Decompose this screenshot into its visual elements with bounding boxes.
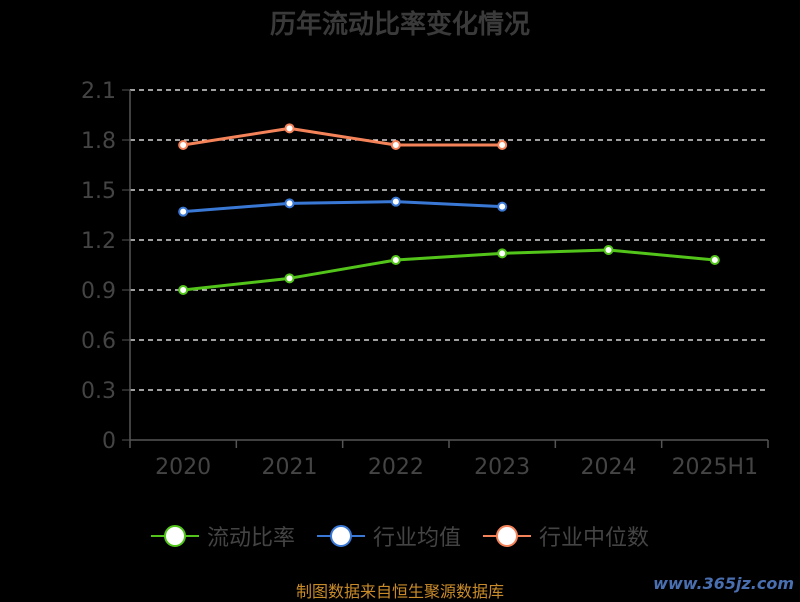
legend-label: 行业中位数 (539, 526, 650, 551)
x-tick-label: 2020 (155, 455, 211, 480)
data-point[interactable] (178, 140, 189, 150)
data-point[interactable] (390, 255, 401, 265)
data-point[interactable] (709, 255, 720, 265)
legend-swatch (483, 524, 531, 548)
series-line (182, 126, 503, 147)
legend-swatch (150, 524, 199, 548)
x-tick-label: 2024 (581, 455, 637, 480)
data-point[interactable] (284, 123, 295, 134)
axes: 0 0.3 0.6 0.9 1.2 1.5 1.8 2.1 2020 2021 2022 2023 20… (81, 79, 769, 480)
x-tick-label: 2022 (368, 455, 424, 480)
legend-item-industry-median[interactable]: 行业中位数 (483, 520, 649, 552)
y-tick-label: 2.1 (81, 79, 116, 104)
data-point[interactable] (284, 198, 295, 209)
x-tick-label: 2021 (262, 455, 318, 480)
data-point[interactable] (497, 248, 508, 259)
data-point[interactable] (603, 245, 614, 255)
legend-item-current-ratio[interactable]: 流动比率 (150, 520, 295, 552)
y-tick-label: 1.5 (81, 179, 116, 204)
data-point[interactable] (497, 140, 508, 150)
data-point[interactable] (390, 140, 401, 150)
legend-swatch (316, 524, 365, 548)
series-line (183, 248, 715, 292)
y-tick-label: 0.9 (81, 279, 116, 304)
y-tick-label: 1.2 (81, 229, 116, 254)
data-source-note: 制图数据来自恒生聚源数据库 (295, 582, 504, 601)
data-point[interactable] (390, 196, 401, 207)
legend-label: 行业均值 (372, 526, 461, 551)
legend-item-industry-mean[interactable]: 行业均值 (316, 520, 461, 552)
series-line (183, 200, 503, 214)
y-tick-label: 0 (102, 429, 116, 454)
chart-title: 历年流动比率变化情况 (269, 10, 530, 40)
y-tick-label: 0.6 (81, 329, 116, 354)
data-point[interactable] (497, 201, 508, 212)
legend: 流动比率 行业均值 行业中位数 (0, 520, 800, 552)
x-tick-label: 2023 (474, 455, 530, 480)
legend-label: 流动比率 (206, 526, 295, 551)
series (178, 123, 720, 295)
grid-lines (130, 89, 768, 391)
x-tick-label: 2025H1 (672, 455, 759, 480)
data-point[interactable] (178, 285, 189, 295)
y-tick-label: 1.8 (81, 129, 116, 154)
data-point[interactable] (178, 206, 189, 217)
data-point[interactable] (284, 273, 295, 284)
watermark: www.365jz.com (653, 574, 794, 593)
y-tick-label: 0.3 (81, 379, 116, 404)
